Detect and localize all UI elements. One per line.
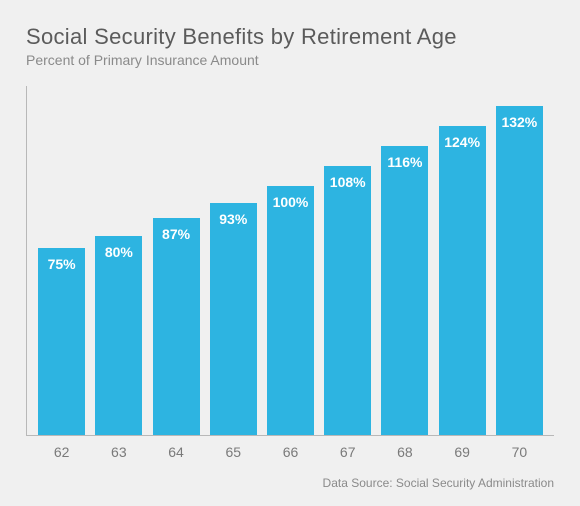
bar-slot: 75% <box>33 86 90 435</box>
chart-title: Social Security Benefits by Retirement A… <box>26 24 554 50</box>
x-tick-label: 67 <box>319 444 376 460</box>
bar: 80% <box>95 236 142 435</box>
bar-value-label: 75% <box>48 256 76 272</box>
x-tick-label: 70 <box>491 444 548 460</box>
bar-slot: 93% <box>205 86 262 435</box>
bar: 87% <box>153 218 200 435</box>
chart-subtitle: Percent of Primary Insurance Amount <box>26 52 554 68</box>
bar: 132% <box>496 106 543 435</box>
bar-slot: 108% <box>319 86 376 435</box>
x-tick-label: 62 <box>33 444 90 460</box>
bar-slot: 116% <box>376 86 433 435</box>
x-tick-label: 63 <box>90 444 147 460</box>
x-tick-label: 64 <box>147 444 204 460</box>
bar-value-label: 124% <box>444 134 480 150</box>
bar: 75% <box>38 248 85 435</box>
bar-slot: 80% <box>90 86 147 435</box>
bar: 108% <box>324 166 371 435</box>
bar: 93% <box>210 203 257 435</box>
chart-card: Social Security Benefits by Retirement A… <box>0 0 580 506</box>
bar-value-label: 108% <box>330 174 366 190</box>
bar-value-label: 87% <box>162 226 190 242</box>
bar-value-label: 93% <box>219 211 247 227</box>
x-tick-label: 68 <box>376 444 433 460</box>
x-tick-label: 66 <box>262 444 319 460</box>
bar: 124% <box>439 126 486 435</box>
x-tick-label: 69 <box>434 444 491 460</box>
chart-x-axis: 626364656667686970 <box>27 436 554 460</box>
chart-plot-area: 75% 80% 87% 93% 100% 108% 116% 124% 132% <box>26 86 554 436</box>
bar-value-label: 80% <box>105 244 133 260</box>
chart-source-text: Data Source: Social Security Administrat… <box>26 476 554 490</box>
x-tick-label: 65 <box>205 444 262 460</box>
bar-slot: 87% <box>147 86 204 435</box>
bar-value-label: 132% <box>501 114 537 130</box>
bar-value-label: 100% <box>273 194 309 210</box>
bar: 116% <box>381 146 428 435</box>
bar: 100% <box>267 186 314 435</box>
bar-slot: 124% <box>434 86 491 435</box>
bar-slot: 100% <box>262 86 319 435</box>
bar-value-label: 116% <box>387 154 422 170</box>
bar-slot: 132% <box>491 86 548 435</box>
